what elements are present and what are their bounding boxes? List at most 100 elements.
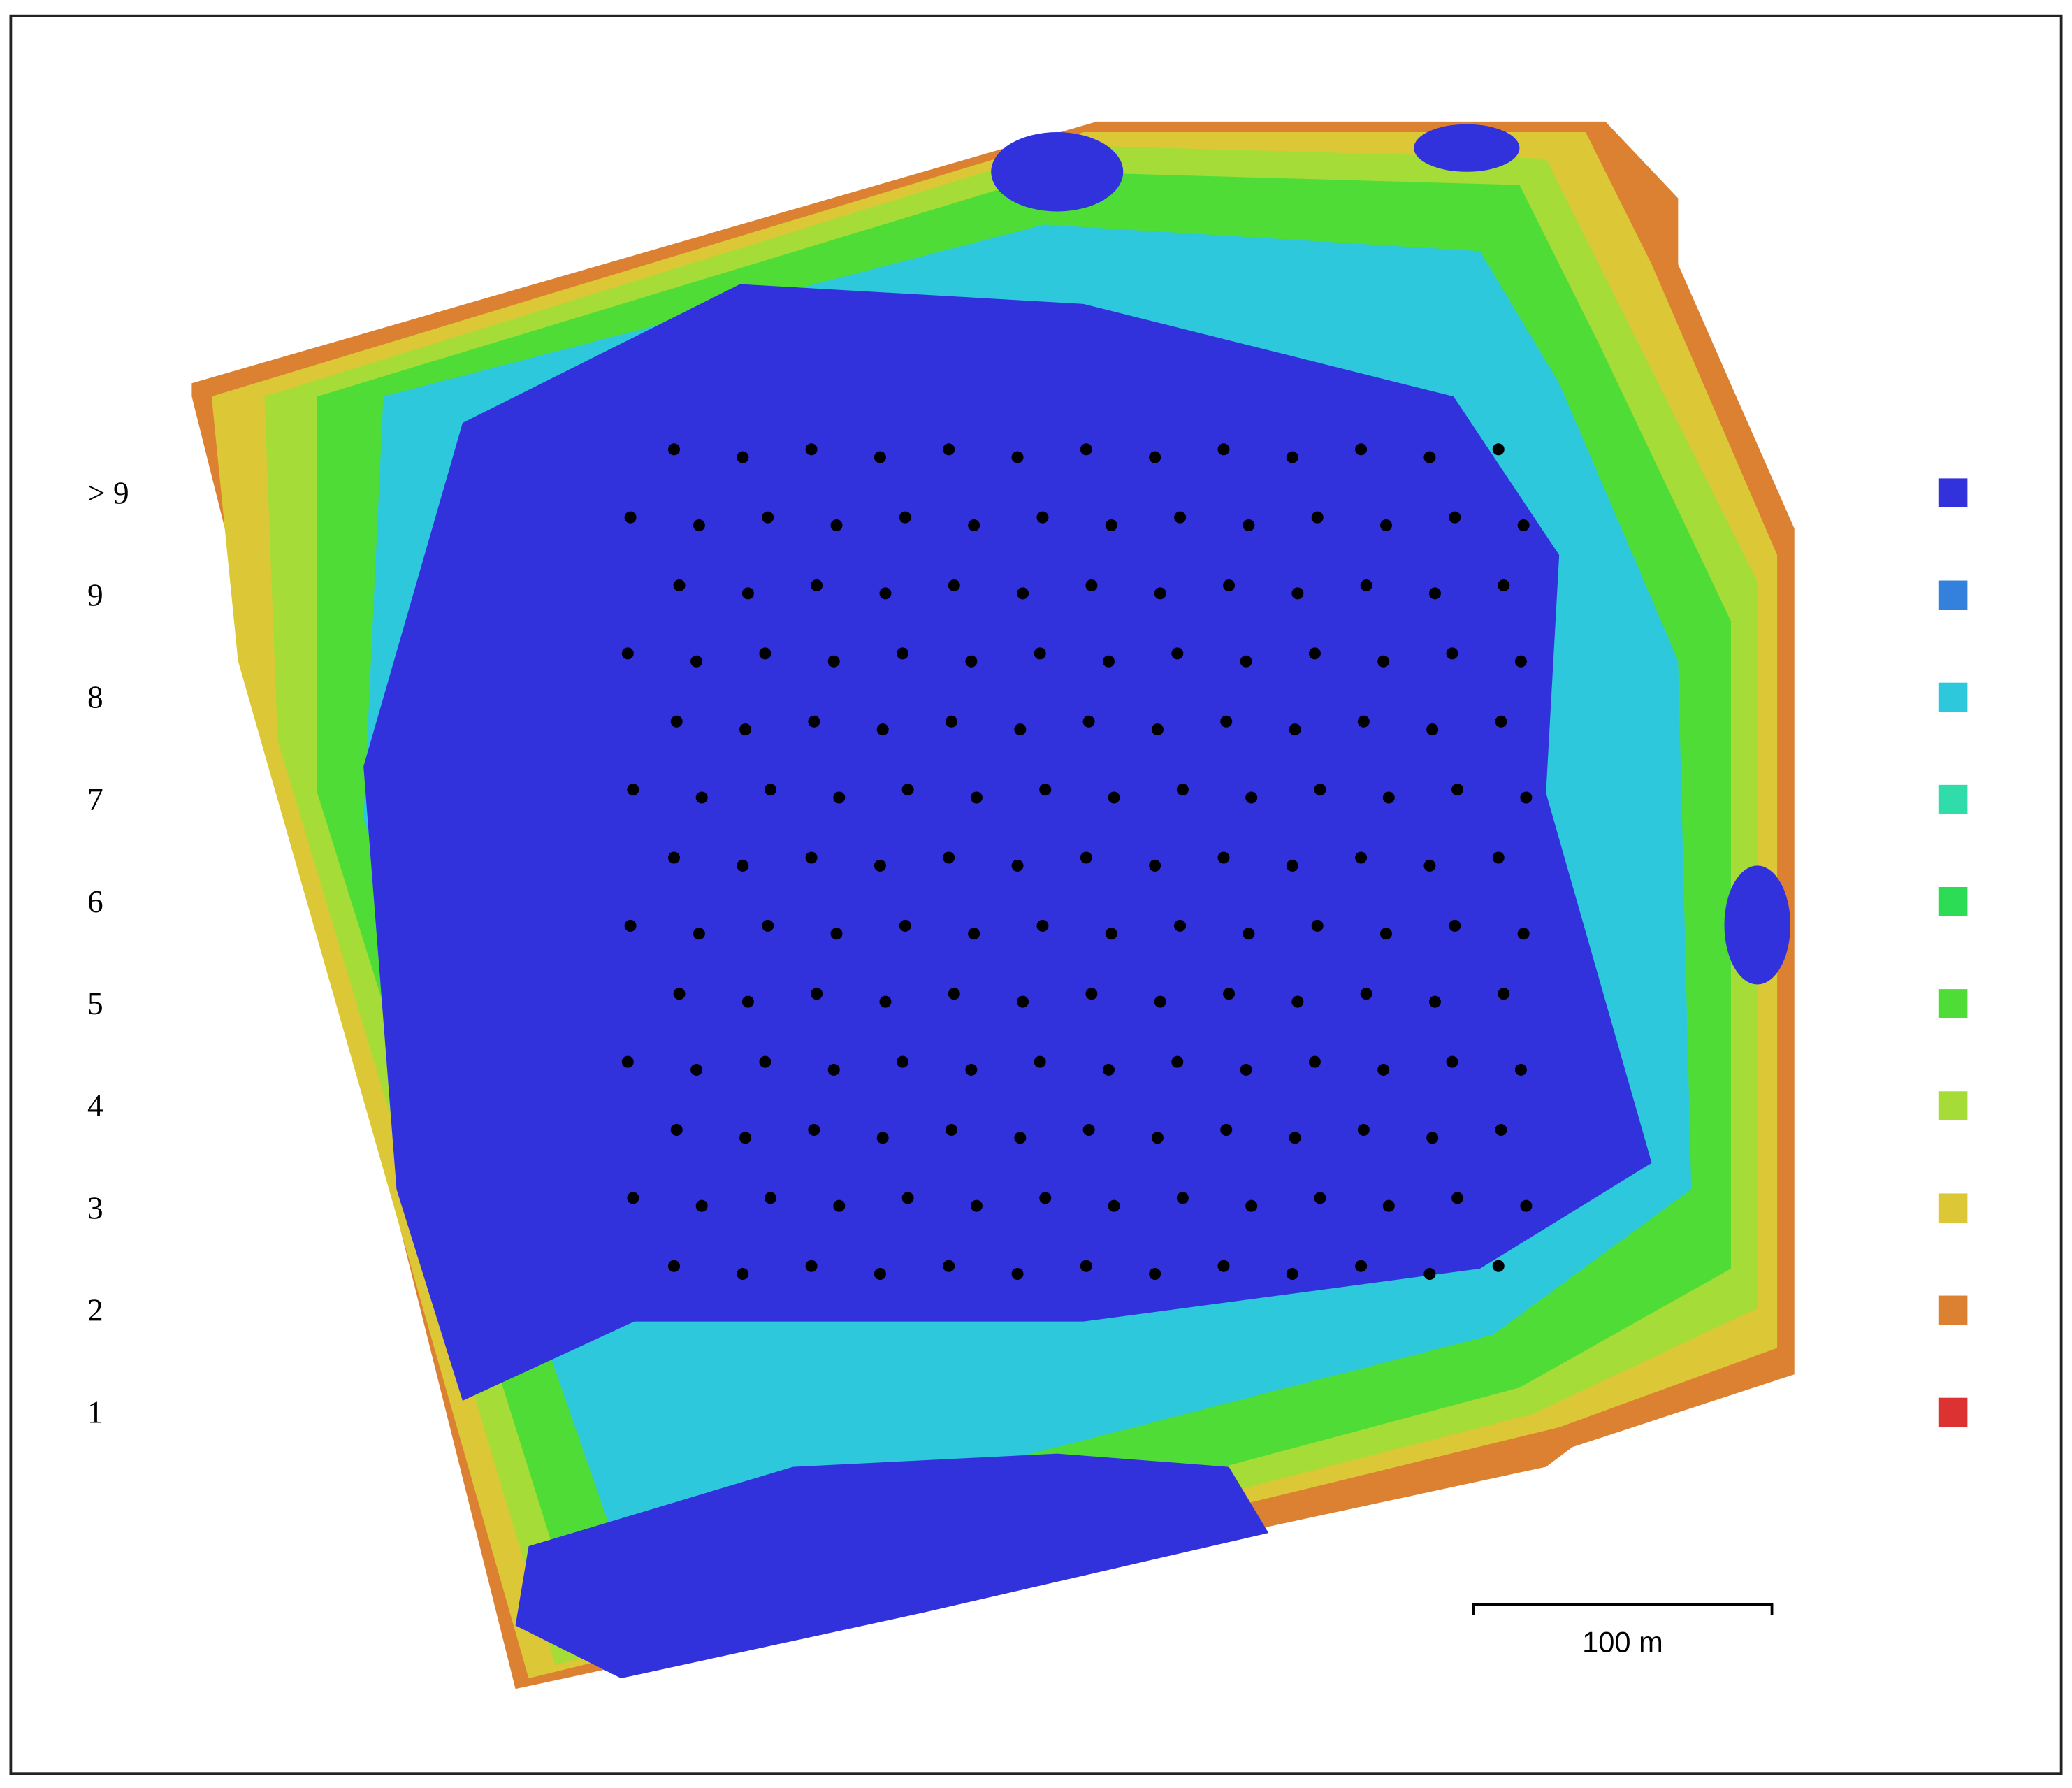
legend-label: 6 bbox=[87, 884, 103, 919]
camera-dot bbox=[1149, 859, 1161, 872]
camera-dot bbox=[693, 519, 705, 532]
camera-dot bbox=[739, 1132, 752, 1144]
camera-dot bbox=[1245, 791, 1258, 804]
camera-dot bbox=[1011, 451, 1024, 463]
camera-dot bbox=[1151, 1132, 1164, 1144]
camera-dot bbox=[945, 715, 958, 728]
camera-dot bbox=[830, 928, 843, 940]
camera-dot bbox=[741, 995, 754, 1008]
camera-dot bbox=[830, 519, 843, 532]
legend-label: 1 bbox=[87, 1395, 103, 1430]
camera-dot bbox=[1017, 587, 1029, 600]
camera-dot bbox=[811, 988, 823, 1000]
camera-dot bbox=[1355, 1260, 1368, 1272]
camera-dot bbox=[968, 928, 980, 940]
overlap-zone-blue-right bbox=[1724, 865, 1791, 985]
camera-dot bbox=[1036, 919, 1049, 932]
camera-dot bbox=[1355, 443, 1368, 456]
camera-dot bbox=[737, 859, 749, 872]
camera-dot bbox=[1308, 1055, 1321, 1068]
legend-swatch bbox=[1938, 1397, 1968, 1427]
camera-dot bbox=[1286, 451, 1298, 463]
camera-dot bbox=[899, 511, 911, 524]
camera-dot bbox=[621, 647, 634, 660]
camera-dot bbox=[737, 451, 749, 463]
camera-dot bbox=[759, 647, 771, 660]
camera-dot bbox=[670, 715, 683, 728]
camera-dot bbox=[693, 928, 705, 940]
camera-dot bbox=[1446, 1055, 1458, 1068]
legend-swatch bbox=[1938, 1193, 1968, 1223]
camera-dot bbox=[1243, 928, 1255, 940]
camera-dot bbox=[739, 723, 752, 736]
camera-dot bbox=[1082, 1123, 1095, 1136]
camera-dot bbox=[627, 1192, 639, 1204]
camera-dot bbox=[667, 1260, 680, 1272]
camera-dot bbox=[1520, 791, 1533, 804]
camera-dot bbox=[670, 1123, 683, 1136]
scale-bar-label: 100 m bbox=[1582, 1625, 1663, 1658]
camera-dot bbox=[1085, 988, 1098, 1000]
legend-label: 8 bbox=[87, 680, 103, 715]
camera-dot bbox=[741, 587, 754, 600]
camera-dot bbox=[673, 988, 686, 1000]
camera-dot bbox=[1017, 995, 1029, 1008]
camera-dot bbox=[1240, 655, 1252, 668]
legend-label: > 9 bbox=[87, 475, 129, 510]
camera-dot bbox=[764, 784, 776, 796]
camera-dot bbox=[1149, 1268, 1161, 1281]
legend-label: 9 bbox=[87, 577, 103, 612]
camera-dot bbox=[1105, 928, 1117, 940]
camera-dot bbox=[1426, 723, 1439, 736]
camera-dot bbox=[1428, 587, 1441, 600]
camera-dot bbox=[1451, 784, 1464, 796]
camera-dot bbox=[1311, 919, 1324, 932]
camera-dot bbox=[1514, 1063, 1527, 1076]
camera-dot bbox=[1514, 655, 1527, 668]
camera-dot bbox=[762, 511, 774, 524]
camera-dot bbox=[624, 511, 637, 524]
camera-dot bbox=[1423, 451, 1436, 463]
camera-dot bbox=[1357, 1123, 1370, 1136]
camera-dot bbox=[1217, 443, 1230, 456]
camera-dot bbox=[667, 851, 680, 864]
camera-dot bbox=[1449, 511, 1461, 524]
camera-dot bbox=[1286, 1268, 1298, 1281]
camera-dot bbox=[1171, 647, 1184, 660]
camera-dot bbox=[1176, 784, 1189, 796]
overlap-zone-blue-bottom bbox=[515, 1453, 1269, 1679]
camera-dot bbox=[805, 1260, 818, 1272]
camera-dot bbox=[1423, 859, 1436, 872]
legend-label: 4 bbox=[87, 1088, 103, 1123]
legend-swatch bbox=[1938, 580, 1968, 610]
legend-swatch bbox=[1938, 1091, 1968, 1120]
camera-dot bbox=[1428, 995, 1441, 1008]
camera-dot bbox=[1223, 579, 1236, 592]
camera-dot bbox=[879, 587, 892, 600]
camera-dot bbox=[621, 1055, 634, 1068]
camera-dot bbox=[876, 723, 889, 736]
camera-dot bbox=[1011, 859, 1024, 872]
camera-dot bbox=[1377, 655, 1390, 668]
camera-dot bbox=[1360, 988, 1372, 1000]
camera-dot bbox=[1039, 1192, 1052, 1204]
camera-dot bbox=[943, 443, 955, 456]
camera-dot bbox=[1102, 655, 1115, 668]
camera-dot bbox=[1039, 784, 1052, 796]
legend-label: 2 bbox=[87, 1292, 103, 1327]
camera-dot bbox=[1174, 511, 1187, 524]
legend-label: 5 bbox=[87, 986, 103, 1021]
camera-dot bbox=[965, 655, 978, 668]
camera-dot bbox=[879, 995, 892, 1008]
camera-dot bbox=[1174, 919, 1187, 932]
camera-dot bbox=[897, 647, 909, 660]
camera-dot bbox=[624, 919, 637, 932]
camera-dot bbox=[1492, 1260, 1505, 1272]
camera-dot bbox=[876, 1132, 889, 1144]
camera-dot bbox=[1105, 519, 1117, 532]
camera-dot bbox=[1498, 579, 1510, 592]
legend-swatch bbox=[1938, 784, 1968, 814]
camera-dot bbox=[1082, 715, 1095, 728]
camera-dot bbox=[673, 579, 686, 592]
